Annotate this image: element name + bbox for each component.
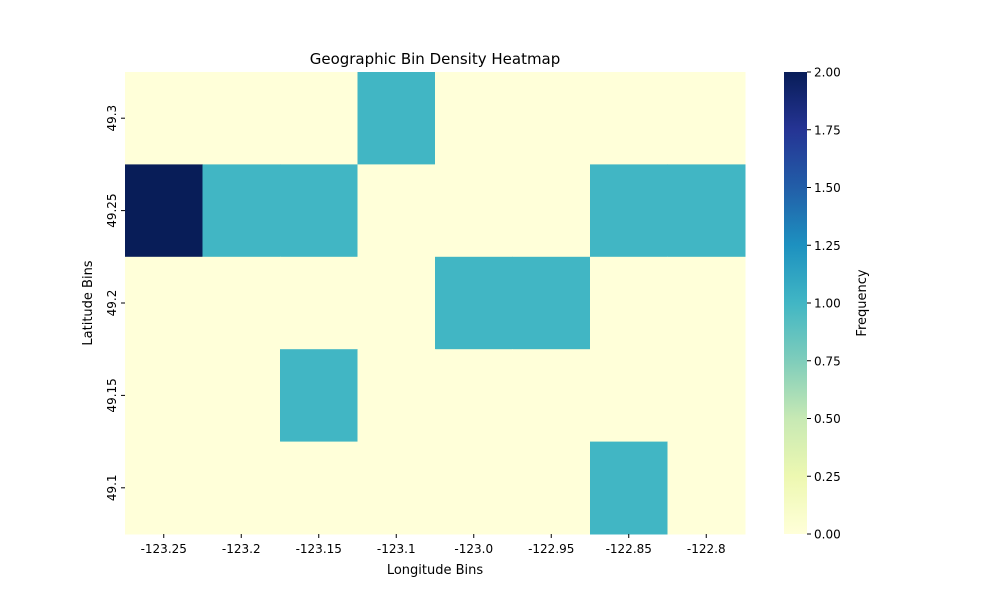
heatmap-cell	[202, 72, 281, 165]
heatmap-cell	[512, 441, 591, 535]
x-tick-label: -122.8	[687, 542, 726, 556]
heatmap-cell	[357, 349, 436, 443]
heatmap-cell	[590, 256, 668, 350]
heatmap-cell	[590, 441, 668, 535]
x-tick-label: -123.25	[141, 542, 187, 556]
colorbar-ticks: 0.00 0.25 0.50 0.75 1.00 1.25 1.50 1.75 2.00	[807, 66, 841, 542]
colorbar-tick-label: 0.25	[814, 470, 841, 484]
heatmap-cell	[667, 349, 746, 443]
heatmap-cell	[125, 256, 203, 350]
colorbar-tick-label: 1.00	[814, 297, 841, 311]
x-tick-label: -123.0	[454, 542, 493, 556]
heatmap-cell	[280, 441, 358, 535]
x-tick-label: -123.15	[296, 542, 342, 556]
heatmap-cell	[435, 72, 513, 165]
x-axis-ticks: -123.25 -123.2 -123.15 -123.1 -123.0 -122.95 -…	[141, 534, 726, 556]
y-axis-ticks: 49.3 49.25 49.2 49.15 49.1	[105, 105, 125, 501]
colorbar-tick-label: 0.00	[814, 528, 841, 542]
y-tick-label: 49.1	[105, 474, 119, 501]
colorbar-tick-label: 1.50	[814, 181, 841, 195]
heatmap-cell	[667, 164, 746, 258]
heatmap-cell	[435, 256, 513, 350]
heatmap-cell	[125, 164, 203, 258]
heatmap-cell	[125, 349, 203, 443]
colorbar-label: Frequency	[855, 269, 870, 336]
y-tick-label: 49.2	[105, 290, 119, 317]
heatmap-cell	[202, 256, 281, 350]
x-tick-label: -123.1	[377, 542, 416, 556]
y-axis-label: Latitude Bins	[81, 260, 96, 345]
heatmap-cell	[202, 441, 281, 535]
colorbar-tick-label: 1.75	[814, 123, 841, 137]
heatmap-cell	[590, 164, 668, 258]
heatmap-cell	[280, 164, 358, 258]
heatmap-cell	[357, 441, 436, 535]
heatmap-cell	[435, 349, 513, 443]
heatmap-cell	[667, 256, 746, 350]
heatmap-cell	[125, 72, 203, 165]
y-tick-label: 49.15	[105, 378, 119, 412]
x-tick-label: -122.85	[606, 542, 652, 556]
heatmap-cell	[280, 349, 358, 443]
heatmap-cell	[512, 256, 591, 350]
chart-title: Geographic Bin Density Heatmap	[310, 50, 561, 68]
heatmap-cell	[435, 164, 513, 258]
heatmap-cell	[357, 256, 436, 350]
heatmap-cell	[202, 349, 281, 443]
heatmap-cell	[357, 72, 436, 165]
x-tick-label: -122.95	[528, 542, 574, 556]
heatmap-cell	[590, 349, 668, 443]
x-axis-label: Longitude Bins	[387, 563, 484, 578]
y-tick-label: 49.25	[105, 193, 119, 227]
heatmap-cell	[125, 441, 203, 535]
heatmap-cell	[512, 349, 591, 443]
heatmap-cell	[202, 164, 281, 258]
heatmap-cell	[435, 441, 513, 535]
colorbar	[784, 72, 807, 534]
heatmap-cell	[512, 72, 591, 165]
y-tick-label: 49.3	[105, 105, 119, 132]
heatmap-cells	[125, 72, 746, 535]
colorbar-tick-label: 2.00	[814, 66, 841, 80]
colorbar-tick-label: 0.50	[814, 412, 841, 426]
heatmap-cell	[512, 164, 591, 258]
colorbar-tick-label: 1.25	[814, 239, 841, 253]
heatmap-cell	[667, 441, 746, 535]
heatmap-cell	[667, 72, 746, 165]
heatmap-cell	[280, 72, 358, 165]
heatmap-cell	[357, 164, 436, 258]
heatmap-cell	[280, 256, 358, 350]
heatmap-cell	[590, 72, 668, 165]
x-tick-label: -123.2	[222, 542, 261, 556]
colorbar-tick-label: 0.75	[814, 354, 841, 368]
